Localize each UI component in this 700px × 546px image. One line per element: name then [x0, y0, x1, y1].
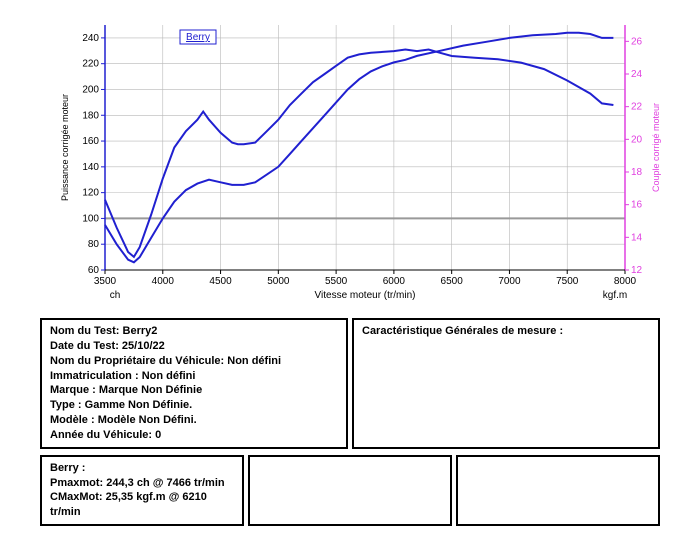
val-year: 0	[155, 429, 161, 441]
svg-text:8000: 8000	[614, 276, 637, 287]
svg-text:20: 20	[631, 134, 643, 145]
val-test-date: 25/10/22	[122, 340, 165, 352]
val-reg: Non défini	[142, 370, 196, 382]
svg-text:80: 80	[88, 239, 100, 250]
pmax-value: 244,3 ch @ 7466 tr/min	[106, 477, 224, 489]
info-row: Nom du Test: Berry2 Date du Test: 25/10/…	[40, 318, 660, 449]
svg-text:240: 240	[82, 33, 99, 44]
svg-text:6000: 6000	[383, 276, 406, 287]
svg-text:Berry: Berry	[186, 32, 210, 43]
chart-svg: 3500 4000 4500 5000 5500 6000 6500 7000 7500 8000…	[50, 20, 670, 310]
svg-text:6500: 6500	[441, 276, 464, 287]
svg-text:5000: 5000	[267, 276, 290, 287]
svg-text:24: 24	[631, 69, 643, 80]
summary-empty-2	[456, 455, 660, 526]
svg-text:12: 12	[631, 265, 643, 276]
dyno-chart: 3500 4000 4500 5000 5500 6000 6500 7000 7500 8000…	[50, 20, 670, 310]
val-brand: Marque Non Définie	[99, 384, 202, 396]
svg-text:220: 220	[82, 59, 99, 70]
svg-text:140: 140	[82, 162, 99, 173]
val-type: Gamme Non Définie.	[85, 399, 193, 411]
svg-text:14: 14	[631, 232, 643, 243]
svg-text:7500: 7500	[556, 276, 579, 287]
svg-text:ch: ch	[110, 290, 121, 301]
svg-text:200: 200	[82, 84, 99, 95]
lbl-model: Modèle :	[50, 414, 95, 426]
pmax-label: Pmaxmot:	[50, 477, 103, 489]
svg-text:4000: 4000	[152, 276, 175, 287]
lbl-test-name: Nom du Test:	[50, 325, 119, 337]
measure-characteristics-box: Caractéristique Générales de mesure :	[352, 318, 660, 449]
svg-text:3500: 3500	[94, 276, 117, 287]
summary-empty-1	[248, 455, 452, 526]
svg-text:18: 18	[631, 167, 643, 178]
summary-row: Berry : Pmaxmot: 244,3 ch @ 7466 tr/min …	[40, 455, 660, 526]
svg-text:160: 160	[82, 136, 99, 147]
lbl-type: Type :	[50, 399, 82, 411]
lbl-year: Année du Véhicule:	[50, 429, 152, 441]
measure-title: Caractéristique Générales de mesure :	[362, 324, 650, 339]
svg-text:4500: 4500	[209, 276, 232, 287]
svg-text:120: 120	[82, 188, 99, 199]
svg-text:Vitesse moteur (tr/min): Vitesse moteur (tr/min)	[315, 290, 416, 301]
svg-text:100: 100	[82, 213, 99, 224]
svg-text:7000: 7000	[498, 276, 521, 287]
val-test-name: Berry2	[123, 325, 158, 337]
summary-title: Berry :	[50, 461, 234, 476]
lbl-brand: Marque :	[50, 384, 96, 396]
val-model: Modèle Non Défini.	[98, 414, 197, 426]
lbl-owner: Nom du Propriétaire du Véhicule:	[50, 355, 224, 367]
svg-text:60: 60	[88, 265, 100, 276]
val-owner: Non défini	[227, 355, 281, 367]
svg-text:kgf.m: kgf.m	[603, 290, 627, 301]
svg-text:26: 26	[631, 36, 643, 47]
svg-text:Couple corrigé moteur: Couple corrigé moteur	[651, 103, 661, 192]
summary-box: Berry : Pmaxmot: 244,3 ch @ 7466 tr/min …	[40, 455, 244, 526]
test-info-box: Nom du Test: Berry2 Date du Test: 25/10/…	[40, 318, 348, 449]
svg-text:5500: 5500	[325, 276, 348, 287]
cmax-label: CMaxMot:	[50, 491, 103, 503]
svg-text:180: 180	[82, 110, 99, 121]
lbl-test-date: Date du Test:	[50, 340, 119, 352]
lbl-reg: Immatriculation :	[50, 370, 139, 382]
svg-text:Puissance corrigée moteur: Puissance corrigée moteur	[60, 94, 70, 201]
svg-text:22: 22	[631, 102, 643, 113]
svg-text:16: 16	[631, 200, 643, 211]
